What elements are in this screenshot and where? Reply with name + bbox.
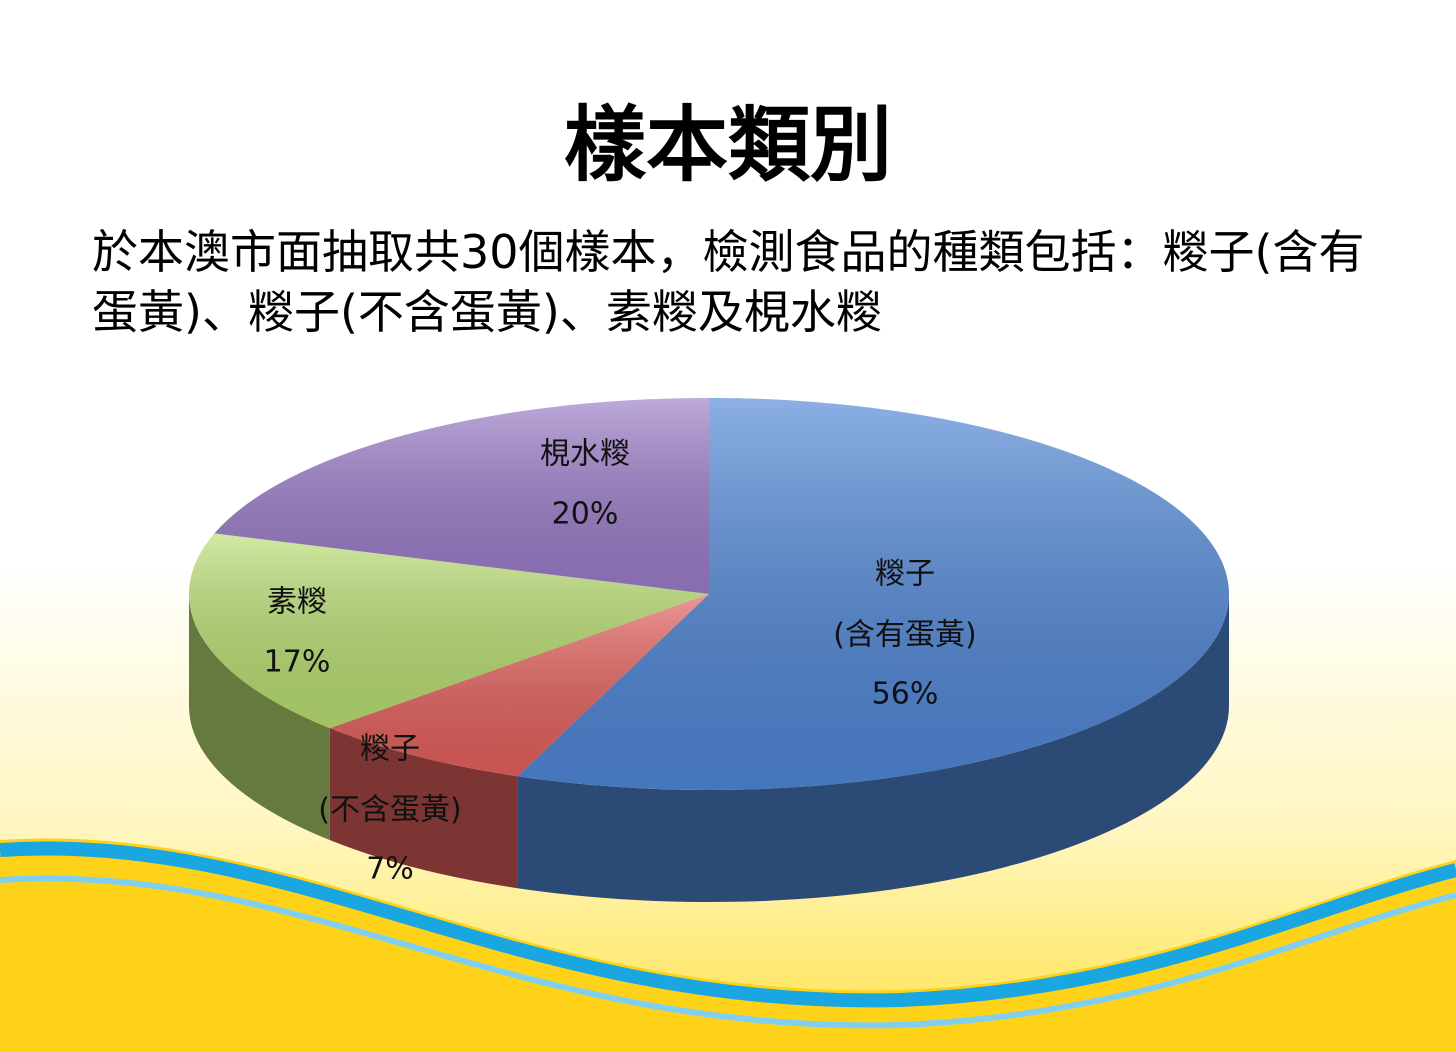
slice-label: (含有蛋黃) — [833, 618, 976, 653]
slice-shine — [214, 398, 709, 594]
wave-stripe — [0, 875, 1456, 1029]
slice-label: (不含蛋黃) — [318, 793, 461, 828]
value-label: 17% — [264, 645, 331, 680]
slice-shine — [517, 398, 1230, 790]
title: 樣本類別 — [563, 98, 892, 193]
slice-side — [188, 594, 330, 841]
slice-shine — [329, 594, 709, 777]
subtitle: 於本澳市面抽取共30個樣本，檢測食品的種類包括：糉子(含有蛋黃)、糉子(不含蛋黃… — [92, 225, 1365, 339]
value-label: 7% — [366, 852, 414, 887]
wave — [0, 838, 1456, 1052]
wave-stripe — [0, 841, 1456, 1008]
slice-label: 素糉 — [267, 585, 327, 620]
slice-shine — [189, 533, 709, 729]
value-label: 20% — [552, 497, 619, 532]
slice-label: 糉子 — [360, 732, 420, 767]
slice-label: 梘水糉 — [540, 437, 630, 472]
slice-side — [517, 594, 1229, 902]
slice-label: 糉子 — [875, 557, 935, 592]
pie: 糉子 (含有蛋黃) 56% 糉子 (不含蛋黃) 7% 素糉 17% 梘水糉 20% — [188, 398, 1230, 902]
slice-side — [329, 728, 518, 889]
value-label: 56% — [872, 677, 939, 712]
